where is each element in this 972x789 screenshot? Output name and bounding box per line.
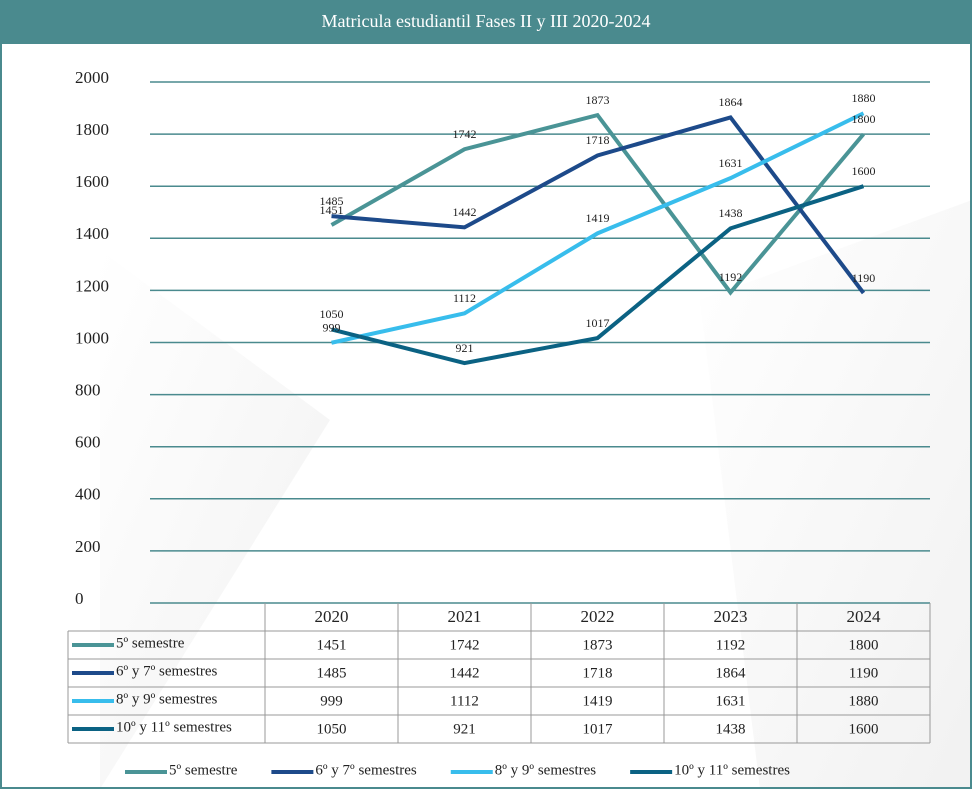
x-tick-label: 2022 [581,607,615,626]
table-cell: 999 [320,693,343,709]
data-label: 1438 [719,206,743,220]
chart-title: Matricula estudiantil Fases II y III 202… [322,11,651,31]
x-tick-label: 2024 [847,607,882,626]
series-line [331,111,865,345]
table-cell: 1873 [583,637,613,653]
data-label: 1631 [719,156,743,170]
y-tick-label: 1800 [75,120,109,139]
table-row-label: 6º y 7º semestres [116,663,218,679]
data-label: 1880 [852,91,876,105]
table-row-label: 8º y 9º semestres [116,691,218,707]
table-cell: 1742 [450,637,480,653]
data-label: 1419 [586,211,610,225]
y-tick-label: 0 [75,589,84,608]
data-label: 1485 [320,194,344,208]
table-row-label: 5º semestre [116,635,185,651]
table-cell: 1419 [583,693,613,709]
table-cell: 1190 [849,665,878,681]
title-bar [0,0,972,44]
legend-label: 8º y 9º semestres [495,762,597,778]
legend-label: 6º y 7º semestres [315,762,417,778]
data-label: 1017 [586,316,610,330]
legend-label: 10º y 11º semestres [674,762,790,778]
table-cell: 1631 [716,693,746,709]
y-tick-label: 1400 [75,224,109,243]
data-label: 1451 [320,203,344,217]
x-tick-label: 2023 [714,607,748,626]
table-cell: 1718 [583,665,613,681]
data-label: 1800 [852,112,876,126]
table-cell: 1880 [849,693,879,709]
y-tick-label: 1200 [75,276,109,295]
table-cell: 921 [453,721,476,737]
table-cell: 1192 [716,637,745,653]
table-cell: 1442 [450,665,480,681]
decor [100,250,330,789]
data-label: 1864 [719,95,743,109]
data-label: 1112 [453,291,476,305]
y-tick-label: 1000 [75,328,109,347]
x-tick-label: 2020 [315,607,349,626]
y-tick-label: 2000 [75,68,109,87]
data-label: 999 [323,321,341,335]
table-cell: 1485 [317,665,347,681]
data-label: 1600 [852,164,876,178]
table-row-label: 10º y 11º semestres [116,719,232,735]
y-tick-label: 600 [75,433,101,452]
table-cell: 1017 [583,721,614,737]
data-label: 1050 [320,307,344,321]
series-line [331,115,866,295]
table-cell: 1112 [450,693,479,709]
data-label: 1192 [719,270,743,284]
table-cell: 1800 [849,637,879,653]
y-tick-label: 800 [75,381,101,400]
y-tick-label: 200 [75,537,101,556]
data-label: 921 [456,341,474,355]
table-cell: 1600 [849,721,879,737]
data-label: 1442 [453,205,477,219]
decor [700,200,972,789]
table-cell: 1050 [317,721,347,737]
series-line [331,184,865,366]
table-cell: 1438 [716,721,746,737]
x-tick-label: 2021 [448,607,482,626]
data-label: 1873 [586,93,610,107]
table-cell: 1451 [317,637,347,653]
data-label: 1742 [453,127,477,141]
data-label: 1190 [852,271,876,285]
y-tick-label: 400 [75,485,101,504]
series-line [330,112,866,296]
legend-label: 5º semestre [169,762,238,778]
data-label: 1718 [586,133,610,147]
table-cell: 1864 [716,665,747,681]
y-tick-label: 1600 [75,172,109,191]
